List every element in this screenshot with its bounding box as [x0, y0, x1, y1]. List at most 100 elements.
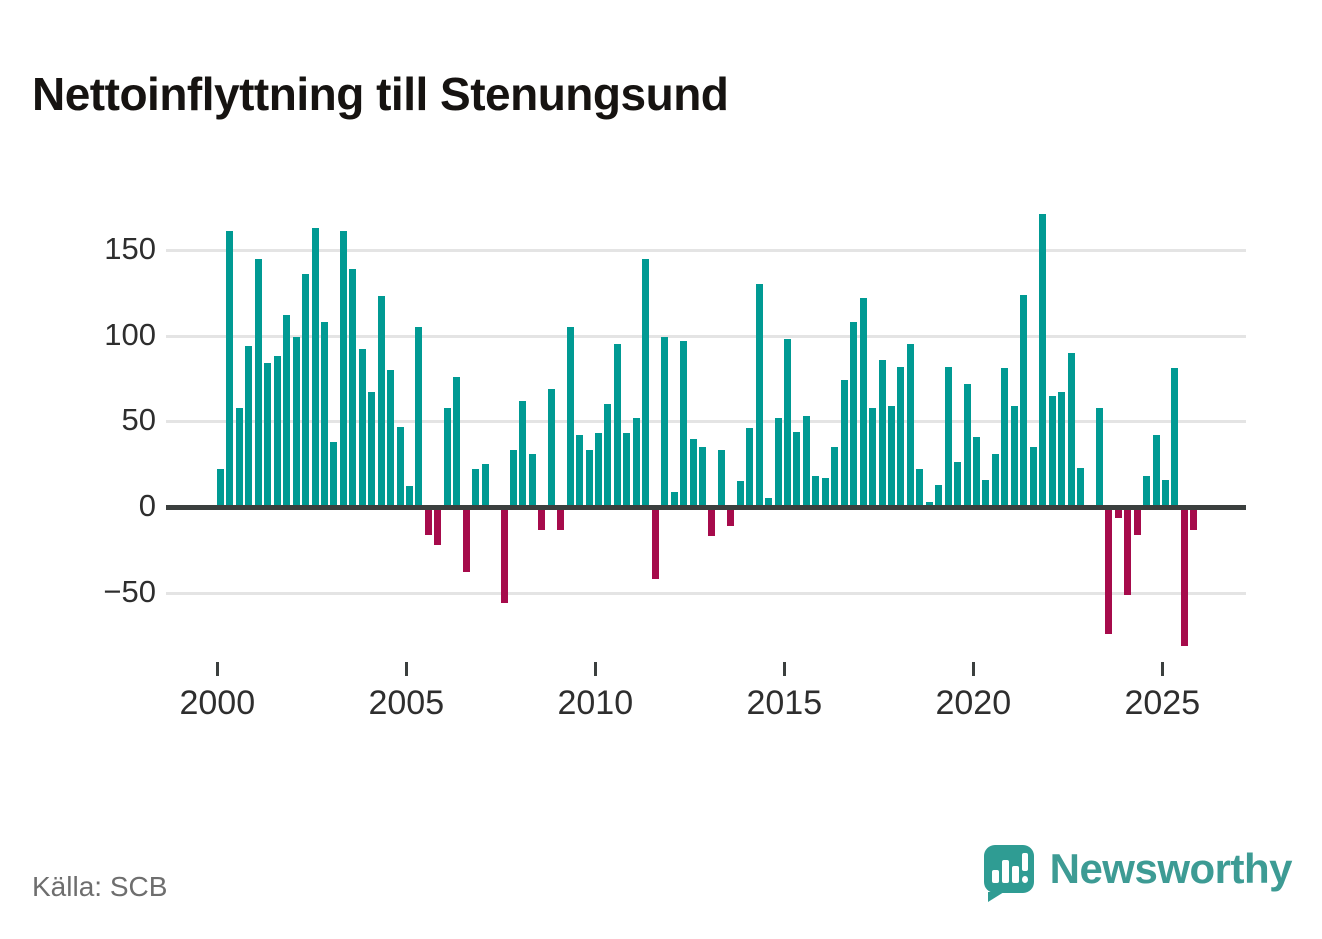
- bar-2004Q2: [377, 296, 385, 507]
- bar-2006Q1: [443, 407, 451, 507]
- bar-2019Q4: [963, 383, 971, 507]
- bar-2022Q1: [1048, 395, 1056, 507]
- bar-2021Q4: [1039, 214, 1047, 507]
- bar-2017Q2: [869, 407, 877, 507]
- bar-2000Q1: [217, 469, 224, 507]
- bar-2015Q3: [802, 416, 810, 507]
- bar-2008Q4: [547, 388, 555, 507]
- bar-2010Q3: [613, 344, 621, 507]
- bar-2010Q2: [604, 404, 612, 507]
- bar-2005Q2: [415, 327, 423, 507]
- x-tick-2000: [215, 662, 219, 676]
- gridline-y-100: [166, 334, 1246, 338]
- bar-2025Q4: [1190, 509, 1198, 530]
- bar-2004Q4: [396, 426, 404, 507]
- bar-2024Q1: [1124, 509, 1132, 595]
- bar-2023Q2: [1095, 407, 1103, 507]
- bar-2007Q1: [481, 464, 489, 507]
- bar-2012Q1: [670, 491, 678, 507]
- source-note: Källa: SCB: [32, 871, 168, 902]
- bar-2016Q3: [840, 380, 848, 507]
- bar-2010Q1: [595, 433, 602, 507]
- gridline-y-50: [166, 420, 1246, 424]
- bar-2014Q2: [755, 284, 763, 507]
- bar-2020Q3: [991, 453, 999, 507]
- bar-2011Q4: [661, 337, 669, 507]
- bar-2022Q4: [1076, 467, 1084, 507]
- bar-2014Q1: [746, 428, 754, 507]
- x-tick-label-2005: 2005: [368, 684, 445, 722]
- gridline-y--50: [166, 591, 1246, 595]
- bar-2017Q3: [878, 359, 886, 507]
- bar-2009Q2: [566, 327, 574, 507]
- bar-2023Q3: [1105, 509, 1113, 634]
- bar-2017Q1: [859, 298, 867, 507]
- x-axis-zero-line: [166, 505, 1246, 510]
- bar-2011Q2: [642, 258, 650, 507]
- bar-2020Q4: [1001, 368, 1009, 507]
- bar-2020Q1: [973, 436, 980, 507]
- x-tick-label-2000: 2000: [179, 684, 256, 722]
- bar-2015Q2: [793, 431, 801, 507]
- bar-2002Q3: [311, 227, 319, 507]
- gridline-y-150: [166, 249, 1246, 253]
- bar-2016Q4: [850, 322, 858, 507]
- bar-2001Q2: [264, 363, 272, 507]
- bar-2003Q2: [339, 231, 347, 507]
- bar-2013Q3: [727, 509, 735, 527]
- bar-2012Q2: [680, 340, 688, 507]
- y-tick-label-100: 100: [104, 316, 156, 352]
- bar-2000Q2: [226, 231, 234, 507]
- bar-2019Q1: [935, 484, 943, 507]
- bar-2002Q2: [302, 274, 310, 507]
- bar-2012Q3: [689, 438, 697, 507]
- bar-2019Q3: [954, 462, 962, 507]
- x-tick-label-2010: 2010: [557, 684, 634, 722]
- bar-2010Q4: [623, 433, 631, 507]
- x-tick-label-2020: 2020: [935, 684, 1012, 722]
- x-tick-label-2025: 2025: [1124, 684, 1201, 722]
- bar-2004Q3: [387, 370, 395, 507]
- bar-2018Q3: [916, 469, 924, 507]
- bar-2021Q3: [1029, 447, 1037, 507]
- x-tick-2005: [404, 662, 408, 676]
- bar-2003Q4: [358, 349, 366, 507]
- bar-2006Q2: [453, 376, 461, 507]
- bar-2022Q3: [1067, 352, 1075, 507]
- brand-logo: Newsworthy: [983, 845, 1293, 902]
- bar-2001Q3: [273, 356, 281, 507]
- bar-2007Q4: [509, 450, 517, 507]
- speech-bubble-bar-chart-icon: [983, 845, 1034, 902]
- bar-2003Q1: [330, 441, 338, 507]
- bar-2014Q3: [765, 498, 773, 507]
- bar-2003Q3: [349, 268, 357, 507]
- bar-2020Q2: [982, 479, 990, 507]
- x-tick-2010: [593, 662, 597, 676]
- bar-2005Q1: [406, 486, 413, 507]
- bar-2002Q4: [320, 322, 328, 507]
- bar-2005Q3: [424, 509, 432, 535]
- bar-2024Q3: [1143, 476, 1151, 507]
- bar-2014Q4: [774, 417, 782, 507]
- brand-name: Newsworthy: [1049, 845, 1293, 892]
- bar-2025Q3: [1180, 509, 1188, 646]
- bar-2011Q3: [651, 509, 659, 580]
- y-tick-label-50: 50: [121, 402, 156, 438]
- bar-2013Q1: [708, 509, 716, 537]
- bar-2000Q3: [235, 407, 243, 507]
- bar-2009Q4: [585, 450, 593, 507]
- bar-2007Q3: [500, 509, 508, 604]
- x-tick-2015: [782, 662, 786, 676]
- bar-2004Q1: [368, 392, 376, 507]
- bar-2024Q2: [1133, 509, 1141, 535]
- bar-2002Q1: [292, 337, 300, 507]
- bar-2006Q4: [472, 469, 480, 507]
- bar-2005Q4: [434, 509, 442, 545]
- bar-2015Q4: [812, 476, 820, 507]
- bar-2001Q1: [254, 258, 262, 507]
- y-tick-label-0: 0: [138, 488, 156, 523]
- bar-2013Q4: [736, 481, 744, 507]
- page-title: Nettoinflyttning till Stenungsund: [32, 67, 729, 120]
- x-tick-2025: [1160, 662, 1164, 676]
- y-tick-label--50: −50: [103, 573, 156, 609]
